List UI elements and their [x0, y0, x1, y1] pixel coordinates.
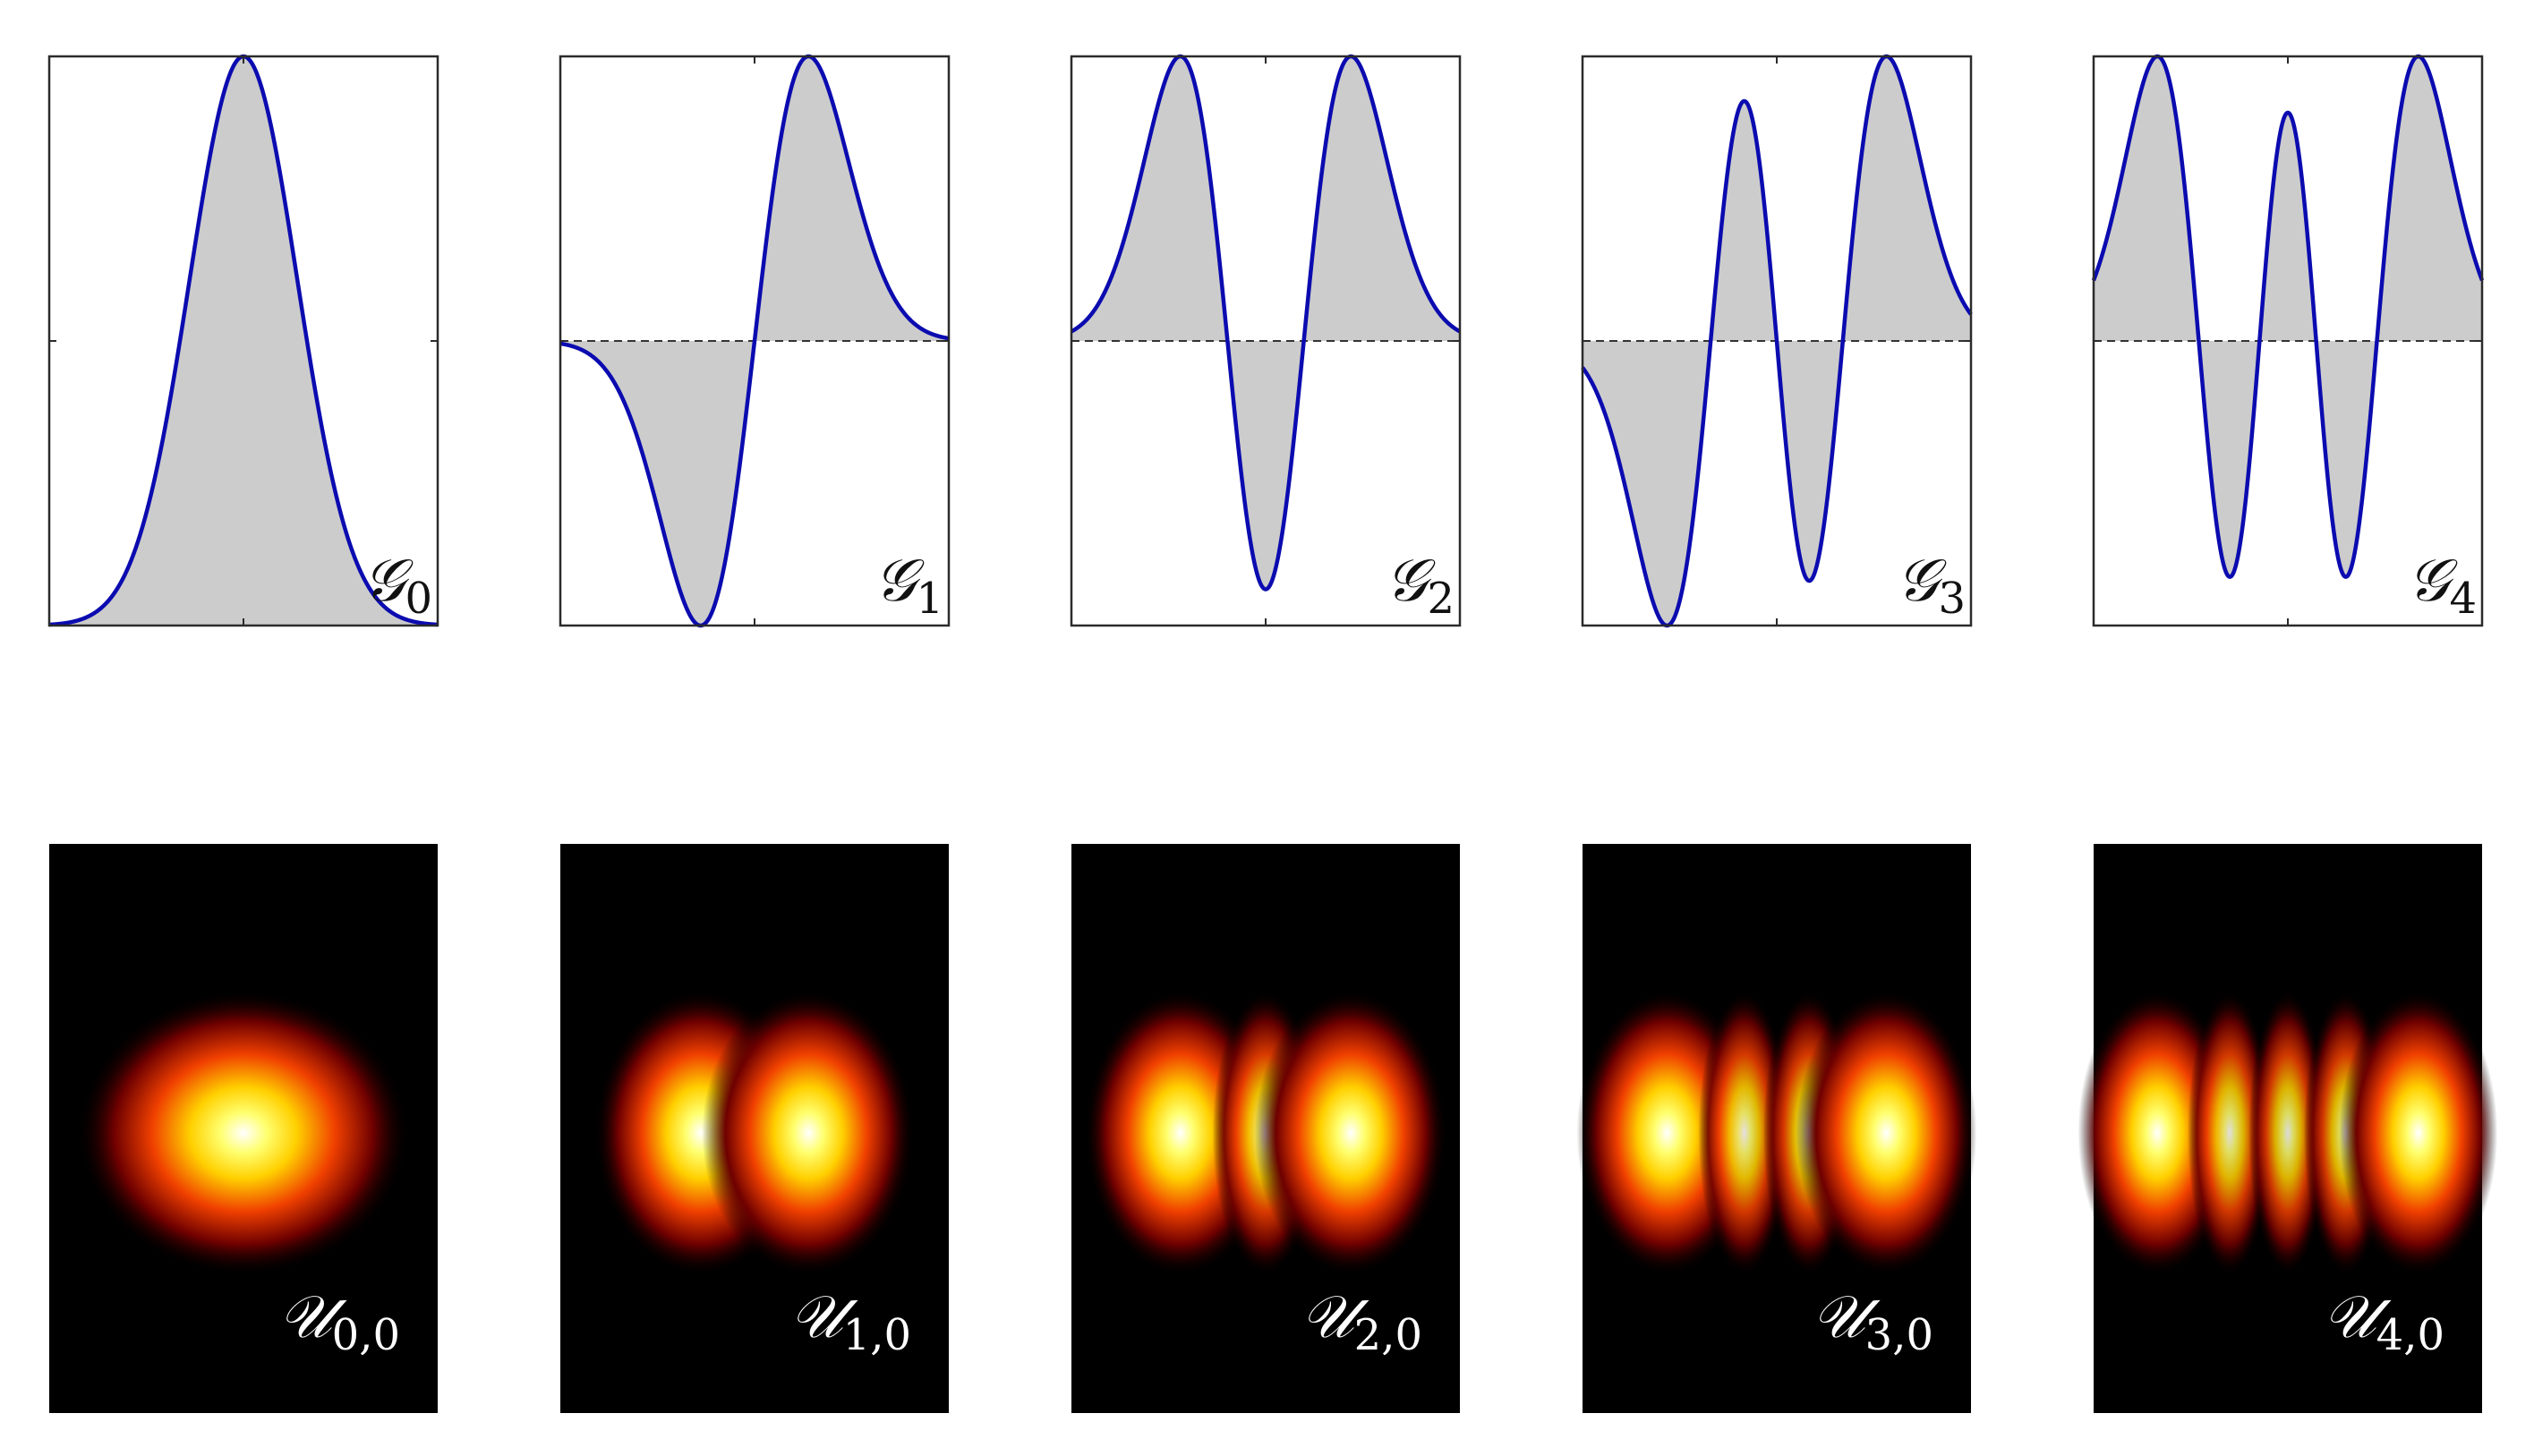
intensity-lobe [1254, 990, 1447, 1276]
panel-label: 𝒰1,0 [789, 1282, 911, 1360]
panel-label-subscript: 1,0 [843, 1310, 911, 1360]
hg-intensity-2: 𝒰2,0 [1071, 844, 1460, 1413]
hg-plot-1: 𝒢1 [559, 54, 951, 628]
panel-label: 𝒢2 [1385, 546, 1455, 624]
panel-label: 𝒢1 [874, 546, 943, 624]
intensity-lobe [2339, 990, 2498, 1276]
panel-label-subscript: 2,0 [1354, 1310, 1422, 1360]
intensity-lobe [1796, 990, 1977, 1276]
hg-plot-2: 𝒢2 [1070, 54, 1462, 627]
panel-label: 𝒰2,0 [1301, 1282, 1422, 1360]
hg-intensity-4: 𝒰4,0 [2078, 844, 2498, 1413]
panel-label-subscript: 4,0 [2376, 1310, 2444, 1360]
hg-intensity-3: 𝒰3,0 [1576, 844, 1977, 1413]
panel-label-subscript: 1 [916, 574, 943, 624]
intensity-lobe [702, 990, 916, 1276]
hg-fill-0 [49, 56, 438, 626]
hg-intensity-0: 𝒰0,0 [49, 844, 438, 1413]
hg-plot-4: 𝒢4 [2091, 54, 2485, 627]
intensity-lobe [77, 990, 410, 1276]
hg-curve-2 [1070, 54, 1462, 592]
panel-label: 𝒢0 [363, 546, 432, 624]
panel-label: 𝒰3,0 [1812, 1282, 1933, 1360]
hg-curve-3 [1581, 54, 1973, 628]
panel-label: 𝒢4 [2407, 546, 2477, 624]
hg-fill-4 [2094, 56, 2482, 577]
panel-label: 𝒢3 [1896, 546, 1966, 624]
hg-intensity-1: 𝒰1,0 [560, 844, 949, 1413]
hg-fill-2 [1071, 56, 1460, 590]
panel-label-subscript: 3 [1938, 574, 1966, 624]
hg-curve-1 [559, 54, 951, 628]
hg-plot-0: 𝒢0 [47, 54, 439, 627]
intensity-lobe [2188, 990, 2273, 1276]
panel-label-subscript: 3,0 [1865, 1310, 1933, 1360]
panel-label: 𝒰4,0 [2323, 1282, 2444, 1360]
panel-label-subscript: 0,0 [332, 1310, 400, 1360]
hg-plot-3: 𝒢3 [1581, 54, 1973, 628]
panel-label-subscript: 0 [405, 574, 432, 624]
intensity-lobe [1698, 990, 1791, 1276]
intensity-lobe [2248, 990, 2327, 1276]
panel-label-subscript: 2 [1427, 574, 1455, 624]
panel-label: 𝒰0,0 [278, 1282, 400, 1360]
panel-label-subscript: 4 [2449, 574, 2477, 624]
